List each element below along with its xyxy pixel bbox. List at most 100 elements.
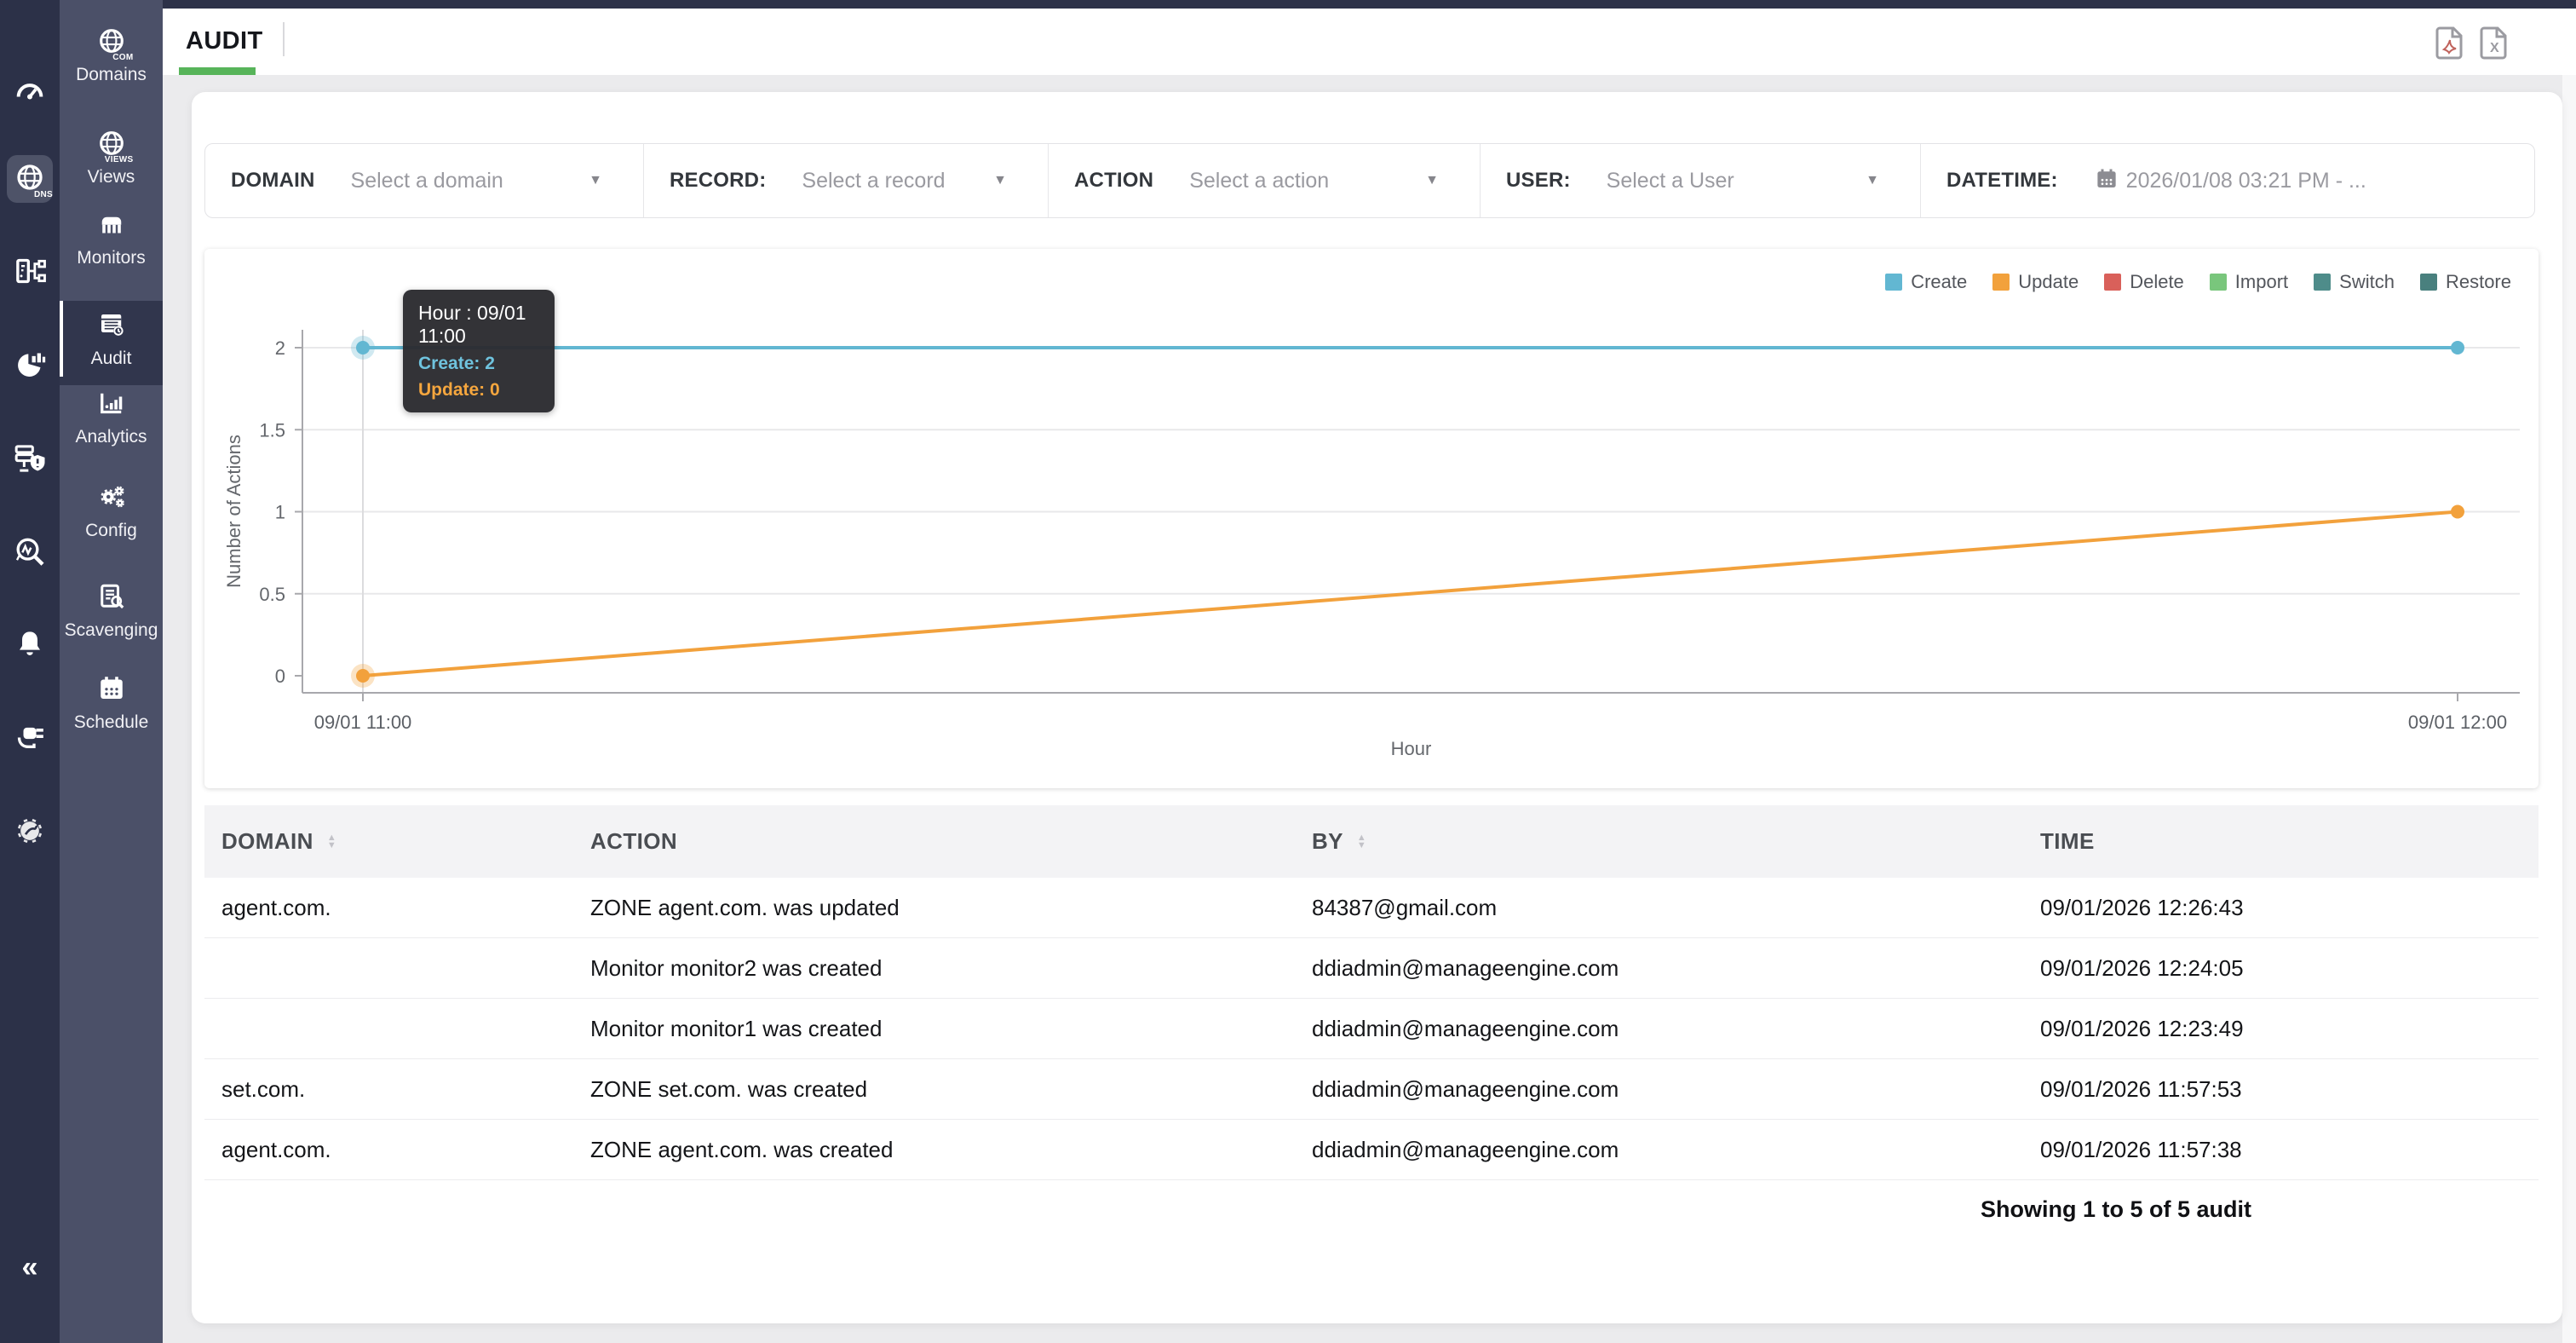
table-row[interactable]: agent.com. ZONE agent.com. was created ddi…	[204, 1120, 2539, 1180]
tab-divider	[283, 22, 285, 56]
filter-domain[interactable]: DOMAIN Select a domain ▼	[205, 144, 643, 217]
table-header-row: DOMAIN ▲ ▼ ACTION BY ▲ ▼ TIME	[204, 805, 2539, 878]
column-header-label: TIME	[2040, 828, 2095, 854]
cell-domain: set.com.	[221, 1075, 306, 1102]
sidebar-item-scavenging[interactable]: Scavenging	[60, 581, 163, 666]
sidebar-item-analytics[interactable]: Analytics	[60, 388, 163, 470]
filter-datetime[interactable]: DATETIME: 2026/01/08 03:21 PM - ...	[1920, 144, 2534, 217]
bell-icon[interactable]	[0, 619, 60, 673]
sidebar-item-label: Config	[85, 521, 137, 540]
cell-by: ddiadmin@manageengine.com	[1312, 1075, 1619, 1102]
table-row[interactable]: Monitor monitor2 was created ddiadmin@man…	[204, 938, 2539, 999]
filter-value[interactable]: Select a record	[802, 168, 946, 193]
top-strip	[0, 0, 2576, 9]
export-excel-icon[interactable]: X	[2479, 26, 2510, 60]
dns-globe-icon[interactable]: DNS	[7, 155, 53, 203]
cell-action: ZONE agent.com. was updated	[590, 894, 900, 920]
main-panel: DOMAIN Select a domain ▼ RECORD: Select a re…	[192, 92, 2562, 1323]
filter-value[interactable]: Select a domain	[350, 168, 503, 193]
filter-label: ACTION	[1074, 169, 1154, 192]
audit-line-chart[interactable]: 0 0.5 1 1.5 2 09/01 11:00 09/01 12:00 Number of…	[204, 249, 2539, 788]
legend-label: Update	[2018, 271, 2079, 292]
legend-swatch	[1885, 274, 1903, 291]
legend-swatch	[2419, 274, 2437, 291]
sidebar-item-monitors[interactable]: Monitors	[60, 209, 163, 291]
table-row[interactable]: set.com. ZONE set.com. was created ddiadmi…	[204, 1059, 2539, 1120]
sidebar-item-label: Views	[87, 167, 135, 187]
tooltip-row-update: Update: 0	[418, 380, 500, 400]
legend-item-update[interactable]: Update	[1992, 271, 2079, 293]
filter-record[interactable]: RECORD: Select a record ▼	[643, 144, 1048, 217]
cell-action: ZONE agent.com. was created	[590, 1136, 894, 1162]
server-shield-icon[interactable]	[0, 433, 60, 487]
table-body: agent.com. ZONE agent.com. was updated 843…	[204, 878, 2539, 1180]
filter-action[interactable]: ACTION Select a action ▼	[1048, 144, 1480, 217]
legend-item-restore[interactable]: Restore	[2419, 271, 2511, 293]
legend-item-create[interactable]: Create	[1885, 271, 1967, 293]
tooltip-title: Hour : 09/01 11:00	[418, 302, 526, 347]
header-bar: AUDIT X	[163, 9, 2576, 75]
table-footer-count: Showing 1 to 5 of 5 audit	[1980, 1196, 2251, 1222]
search-analyze-icon[interactable]	[0, 527, 60, 581]
sidebar-item-config[interactable]: Config	[60, 481, 163, 563]
audit-log-icon	[60, 309, 163, 343]
gear-wrench-icon[interactable]	[0, 805, 60, 860]
sidebar-item-label: Analytics	[75, 427, 147, 447]
sidebar-item-audit[interactable]: Audit	[60, 301, 163, 385]
column-header-domain[interactable]: DOMAIN ▲ ▼	[204, 828, 590, 855]
sidebar-item-label: Monitors	[77, 248, 146, 268]
column-header-by[interactable]: BY ▲ ▼	[1312, 828, 2040, 855]
filter-label: DOMAIN	[231, 169, 315, 192]
cell-action: Monitor monitor1 was created	[590, 1015, 883, 1041]
sidebar-item-schedule[interactable]: Schedule	[60, 673, 163, 755]
legend-swatch	[2314, 274, 2332, 291]
topology-icon[interactable]	[0, 245, 60, 300]
table-row[interactable]: Monitor monitor1 was created ddiadmin@man…	[204, 999, 2539, 1059]
svg-text:2: 2	[275, 337, 285, 359]
legend-item-import[interactable]: Import	[2209, 271, 2288, 293]
selected-indicator-bar	[60, 301, 63, 377]
filter-value[interactable]: Select a action	[1189, 168, 1330, 193]
chart-tooltip: Hour : 09/01 11:00 Create: 2 Update: 0	[403, 290, 555, 412]
svg-text:Hour: Hour	[1391, 738, 1432, 759]
cell-time: 09/01/2026 11:57:53	[2040, 1075, 2242, 1102]
svg-text:1.5: 1.5	[259, 419, 285, 441]
sidebar-item-label: Audit	[90, 349, 132, 368]
column-header-label: DOMAIN	[221, 828, 313, 854]
collapse-sidebar-button[interactable]: «	[21, 1251, 38, 1283]
svg-text:0: 0	[275, 666, 285, 687]
tab-audit[interactable]: AUDIT	[186, 27, 263, 55]
filter-value[interactable]: 2026/01/08 03:21 PM - ...	[2125, 168, 2366, 193]
chevron-down-icon[interactable]: ▼	[993, 173, 1007, 187]
cell-time: 09/01/2026 12:24:05	[2040, 954, 2244, 981]
sort-icon[interactable]: ▲ ▼	[1356, 832, 1367, 850]
export-pdf-icon[interactable]	[2435, 26, 2465, 60]
chevron-down-icon[interactable]: ▼	[1866, 173, 1879, 187]
cell-by: ddiadmin@manageengine.com	[1312, 954, 1619, 981]
filter-value[interactable]: Select a User	[1606, 168, 1734, 193]
sidebar-item-views[interactable]: VIEWS Views	[60, 128, 163, 210]
sidebar-menu: COM Domains VIEWS Views Monitors Audit Analyti…	[60, 0, 163, 1343]
dns-globe-icon-caption: DNS	[33, 189, 53, 199]
chart-legend: Create Update Delete Import Switch Restore	[1860, 271, 2511, 293]
active-tab-indicator	[179, 67, 256, 75]
dashboard-gauge-icon[interactable]	[0, 65, 60, 119]
plug-icon[interactable]	[0, 710, 60, 764]
chevron-down-icon[interactable]: ▼	[589, 173, 602, 187]
chevron-down-icon[interactable]: ▼	[1425, 173, 1439, 187]
column-header-label: ACTION	[590, 828, 678, 854]
pie-analytics-icon[interactable]	[0, 338, 60, 393]
cell-by: ddiadmin@manageengine.com	[1312, 1136, 1619, 1162]
sidebar-item-domains[interactable]: COM Domains	[60, 26, 163, 107]
table-row[interactable]: agent.com. ZONE agent.com. was updated 843…	[204, 878, 2539, 938]
config-gears-icon	[60, 481, 163, 516]
legend-item-switch[interactable]: Switch	[2314, 271, 2395, 293]
filter-user[interactable]: USER: Select a User ▼	[1480, 144, 1920, 217]
scroll-gutter	[2562, 75, 2576, 1343]
cell-action: Monitor monitor2 was created	[590, 954, 883, 981]
sort-icon[interactable]: ▲ ▼	[326, 832, 337, 850]
legend-swatch	[2209, 274, 2227, 291]
legend-item-delete[interactable]: Delete	[2104, 271, 2184, 293]
cell-by: ddiadmin@manageengine.com	[1312, 1015, 1619, 1041]
